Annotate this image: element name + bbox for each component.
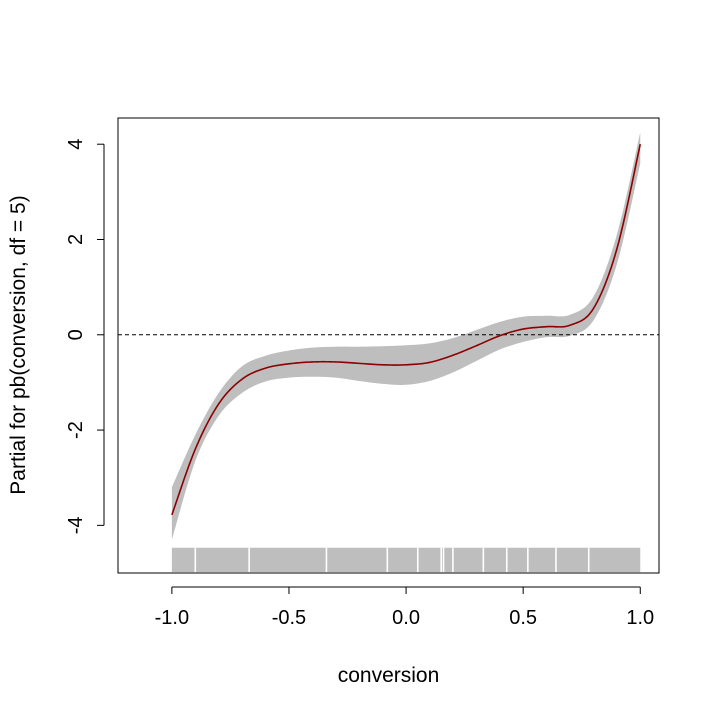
fitted-curve — [171, 144, 642, 516]
confidence-band — [171, 132, 641, 540]
rug-gap — [325, 547, 328, 573]
rug-gap — [452, 547, 454, 573]
x-axis-title: conversion — [338, 664, 440, 687]
x-tick-label: -0.5 — [272, 607, 306, 629]
rug-gap — [440, 547, 442, 573]
y-tick-label: 4 — [65, 139, 87, 150]
rug-band — [171, 547, 641, 573]
x-tick-label: -1.0 — [155, 607, 189, 629]
rug-gap — [442, 547, 445, 573]
x-tick-label: 0.0 — [392, 607, 420, 629]
rug-gap — [505, 547, 508, 573]
y-axis-title: Partial for pb(conversion, df = 5) — [7, 195, 30, 494]
x-tick-label: 0.5 — [509, 607, 537, 629]
confidence-band-area — [171, 132, 641, 540]
plot-frame — [117, 117, 660, 574]
rug-gap — [248, 547, 250, 573]
y-tick-label: 2 — [65, 234, 87, 245]
rug-gap — [194, 547, 197, 573]
rug-gap — [555, 547, 557, 573]
y-tick-label: -2 — [65, 421, 87, 439]
rug-gap — [587, 547, 590, 573]
rug-marks — [171, 547, 641, 573]
x-tick-label: 1.0 — [626, 607, 654, 629]
y-tick-label: 0 — [65, 329, 87, 340]
rug-gap — [416, 547, 419, 573]
rug-gap — [386, 547, 389, 573]
y-axis: -4 -2 0 2 4 — [65, 139, 105, 534]
x-axis: -1.0 -0.5 0.0 0.5 1.0 — [155, 586, 654, 629]
fit-line — [171, 144, 642, 516]
rug-gap — [482, 547, 485, 573]
rug-gap — [527, 547, 529, 573]
y-tick-label: -4 — [65, 516, 87, 534]
